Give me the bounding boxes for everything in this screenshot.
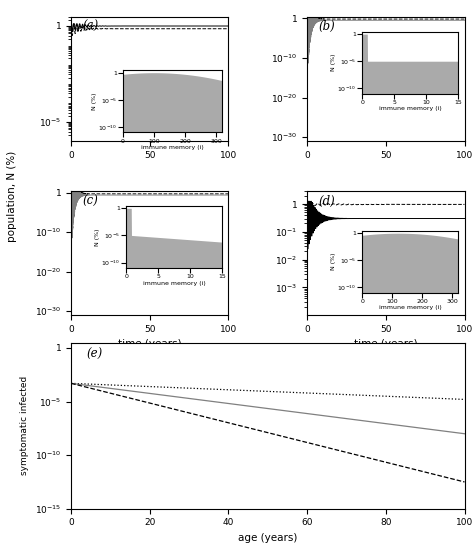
- Text: (a): (a): [82, 20, 99, 33]
- Text: (b): (b): [318, 20, 335, 33]
- X-axis label: age (years): age (years): [238, 533, 298, 543]
- X-axis label: time (years): time (years): [118, 340, 182, 349]
- Text: population, N (%): population, N (%): [7, 150, 17, 242]
- Text: (e): (e): [87, 348, 103, 361]
- Text: (d): (d): [318, 195, 335, 207]
- Text: (c): (c): [82, 195, 98, 207]
- X-axis label: time (years): time (years): [354, 340, 418, 349]
- Y-axis label: symptomatic infected: symptomatic infected: [20, 376, 29, 476]
